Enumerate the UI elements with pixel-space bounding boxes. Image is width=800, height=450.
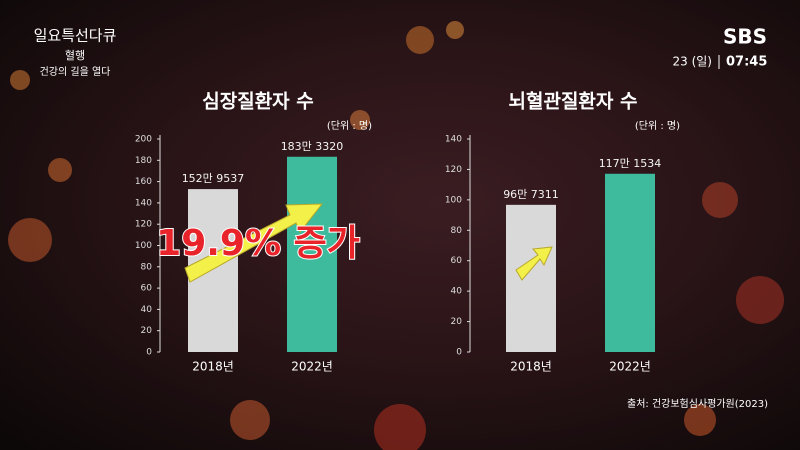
unit-label: (단위 : 명) xyxy=(327,119,372,132)
y-tick-label: 80 xyxy=(141,262,153,272)
y-tick-label: 0 xyxy=(456,348,462,358)
unit-label: (단위 : 명) xyxy=(635,119,680,132)
subtitle: 건강의 길을 열다 xyxy=(40,65,111,78)
y-tick-label: 60 xyxy=(141,284,153,294)
date: 23 (일) xyxy=(673,55,713,69)
source: 출처: 건강보험심사평가원(2023) xyxy=(627,398,768,410)
y-tick-label: 160 xyxy=(135,177,152,187)
bar xyxy=(605,173,655,352)
y-tick-label: 140 xyxy=(445,135,462,145)
y-tick-label: 20 xyxy=(141,326,153,336)
y-tick-label: 60 xyxy=(451,256,463,266)
y-tick-label: 140 xyxy=(135,198,152,208)
value-label: 183만 3320 xyxy=(281,140,344,153)
y-tick-label: 20 xyxy=(451,317,463,327)
value-label: 152만 9537 xyxy=(182,172,245,185)
x-tick-label: 2022년 xyxy=(609,360,651,374)
y-tick-label: 200 xyxy=(135,135,152,145)
y-tick-label: 0 xyxy=(146,348,152,358)
y-tick-label: 100 xyxy=(135,241,152,251)
x-tick-label: 2018년 xyxy=(510,360,552,374)
annotation: 19.9% 증가 xyxy=(156,223,360,264)
bar xyxy=(506,204,556,352)
chart-title: 심장질환자 수 xyxy=(202,91,314,113)
x-tick-label: 2018년 xyxy=(192,360,234,374)
y-tick-label: 40 xyxy=(451,287,463,297)
arrow xyxy=(184,203,324,283)
bar xyxy=(287,156,337,352)
x-tick-label: 2022년 xyxy=(291,360,333,374)
y-tick-label: 80 xyxy=(451,226,463,236)
channel-logo: SBS xyxy=(723,25,767,49)
y-tick-label: 100 xyxy=(445,195,462,205)
program: 일요특선다큐 xyxy=(34,27,117,45)
value-label: 96만 7311 xyxy=(503,188,559,201)
y-tick-label: 40 xyxy=(141,305,153,315)
y-tick-label: 180 xyxy=(135,156,152,166)
episode: 혈행 xyxy=(65,48,85,62)
value-label: 117만 1534 xyxy=(599,157,662,170)
time: 07:45 xyxy=(726,55,767,70)
chart-title: 뇌혈관질환자 수 xyxy=(509,90,638,113)
arrow xyxy=(515,246,553,281)
y-tick-label: 120 xyxy=(135,220,152,230)
y-tick-label: 120 xyxy=(445,165,462,175)
bokeh xyxy=(8,21,784,450)
